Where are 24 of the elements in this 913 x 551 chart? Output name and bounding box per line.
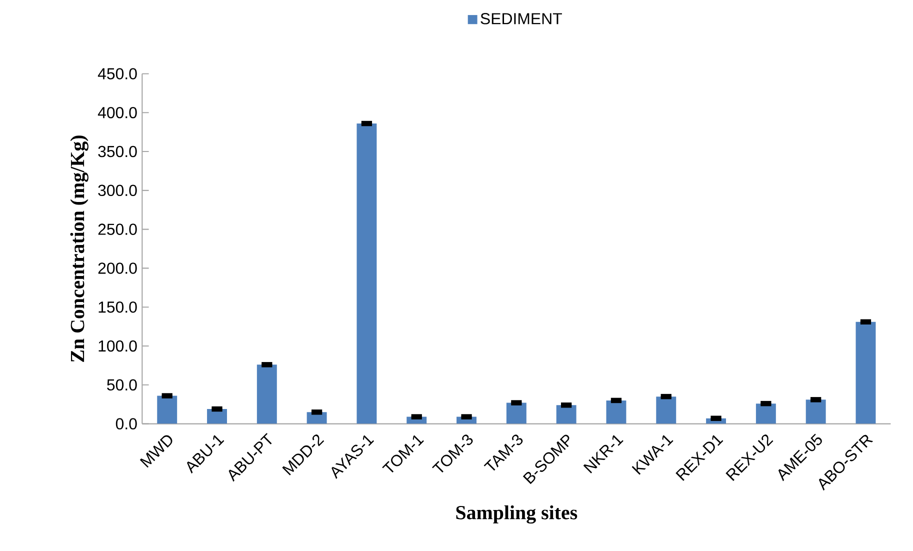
y-tick-label: 250.0 bbox=[98, 224, 137, 236]
legend-label: SEDIMENT bbox=[480, 13, 562, 24]
bar bbox=[806, 400, 826, 424]
y-tick-label: 150.0 bbox=[98, 302, 137, 313]
bar bbox=[556, 405, 576, 424]
y-tick-label: 400.0 bbox=[98, 107, 137, 118]
bar bbox=[506, 402, 526, 424]
bar bbox=[656, 396, 676, 424]
bar bbox=[856, 322, 876, 424]
bar bbox=[157, 396, 178, 424]
y-tick-label: 0.0 bbox=[116, 418, 137, 430]
y-tick-label: 350.0 bbox=[98, 146, 137, 158]
y-tick-label: 200.0 bbox=[98, 262, 137, 274]
bar bbox=[756, 404, 776, 424]
y-tick-label: 300.0 bbox=[98, 184, 137, 196]
y-axis-title: Zn Concentration (mg/Kg) bbox=[70, 136, 88, 362]
bar bbox=[606, 400, 626, 424]
bar bbox=[256, 364, 277, 424]
y-tick-label: 450.0 bbox=[98, 68, 137, 80]
y-tick-label: 50.0 bbox=[107, 379, 137, 391]
bar bbox=[207, 409, 227, 424]
y-tick-label: 100.0 bbox=[98, 340, 137, 352]
bar bbox=[356, 124, 377, 424]
x-axis-title: Sampling sites bbox=[456, 505, 578, 524]
